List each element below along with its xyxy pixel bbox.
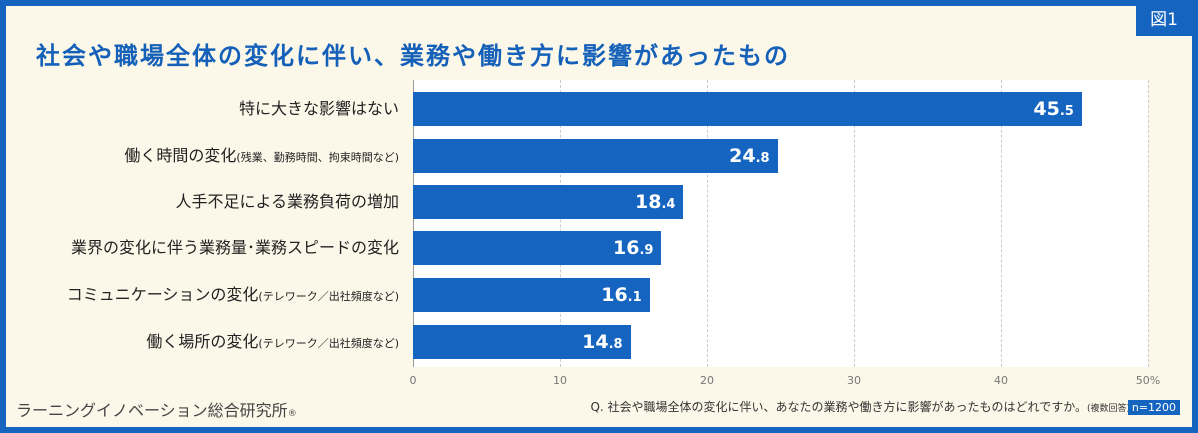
chart-title: 社会や職場全体の変化に伴い、業務や働き方に影響があったもの (36, 42, 790, 70)
bar: 45.5 (413, 92, 1082, 126)
category-label: 働く時間の変化(残業、勤務時間、拘束時間など) (124, 139, 399, 173)
data-label-integer: 45 (1033, 98, 1060, 120)
data-label-integer: 14 (582, 331, 609, 353)
question-text: Q. 社会や職場全体の変化に伴い、あなたの業務や働き方に影響があったものはどれで… (590, 400, 1087, 414)
gridline (707, 80, 708, 367)
category-main: コミュニケーションの変化 (66, 285, 259, 304)
chart-frame: 図1 社会や職場全体の変化に伴い、業務や働き方に影響があったもの 0 10 20 30… (6, 6, 1192, 427)
x-tick-label: 40 (994, 374, 1008, 387)
category-main: 働く場所の変化 (146, 332, 259, 351)
category-note: (テレワーク／出社頻度など) (258, 290, 399, 303)
data-label-decimal: .1 (627, 290, 642, 305)
brand-name: ラーニングイノベーション総合研究所 (16, 401, 288, 420)
data-label: 16.1 (601, 278, 641, 315)
category-note: (テレワーク／出社頻度など) (258, 337, 399, 350)
bar: 16.9 (413, 231, 662, 268)
category-main: 業界の変化に伴う業務量･業務スピードの変化 (70, 238, 399, 257)
data-label-decimal: .4 (661, 197, 676, 212)
survey-question: Q. 社会や職場全体の変化に伴い、あなたの業務や働き方に影響があったものはどれで… (590, 398, 1130, 415)
gridline (560, 80, 561, 367)
category-label: コミュニケーションの変化(テレワーク／出社頻度など) (67, 278, 399, 312)
category-label: 業界の変化に伴う業務量･業務スピードの変化 (71, 231, 399, 265)
category-main: 働く時間の変化 (124, 146, 237, 165)
y-axis-line (413, 80, 414, 367)
category-label: 人手不足による業務負荷の増加 (175, 185, 399, 219)
data-label: 45.5 (1033, 92, 1073, 129)
category-main: 人手不足による業務負荷の増加 (175, 192, 399, 211)
x-tick-label: 0 (409, 374, 417, 387)
data-label-integer: 18 (635, 191, 662, 213)
data-label: 14.8 (582, 325, 622, 362)
plot-area: 0 10 20 30 40 50% 45.5 24.8 18.4 16.9 16.1 14.8 (410, 80, 1160, 387)
category-note: (残業、勤務時間、拘束時間など) (236, 151, 399, 164)
data-label: 24.8 (729, 139, 769, 176)
data-label-integer: 16 (612, 237, 640, 259)
x-tick-label: 10 (553, 374, 567, 387)
data-label-decimal: .8 (608, 337, 623, 352)
data-label-integer: 24 (729, 145, 756, 167)
gridline (1001, 80, 1002, 367)
data-label-decimal: .8 (755, 151, 770, 166)
data-label-integer: 16 (601, 284, 628, 306)
bar: 24.8 (413, 139, 778, 173)
x-tick-label: 20 (700, 374, 714, 387)
data-label: 16.9 (613, 231, 653, 268)
registered-mark: ® (287, 409, 297, 419)
x-tick-label: 50% (1135, 374, 1161, 387)
category-label: 働く場所の変化(テレワーク／出社頻度など) (146, 325, 399, 359)
category-label: 特に大きな影響はない (239, 92, 399, 126)
brand-logo-text: ラーニングイノベーション総合研究所® (16, 397, 297, 421)
question-note: (複数回答) (1086, 404, 1130, 414)
data-label-decimal: .9 (639, 243, 654, 258)
bar: 16.1 (413, 278, 650, 312)
data-label-decimal: .5 (1059, 104, 1074, 119)
bar: 18.4 (413, 185, 684, 222)
gridline (854, 80, 855, 367)
figure-label: 図1 (1136, 6, 1192, 36)
category-main: 特に大きな影響はない (238, 99, 399, 118)
gridline (1148, 80, 1149, 367)
data-label: 18.4 (635, 185, 675, 222)
x-tick-label: 30 (847, 374, 861, 387)
bar: 14.8 (413, 325, 631, 359)
sample-size-badge: n=1200 (1127, 400, 1180, 415)
